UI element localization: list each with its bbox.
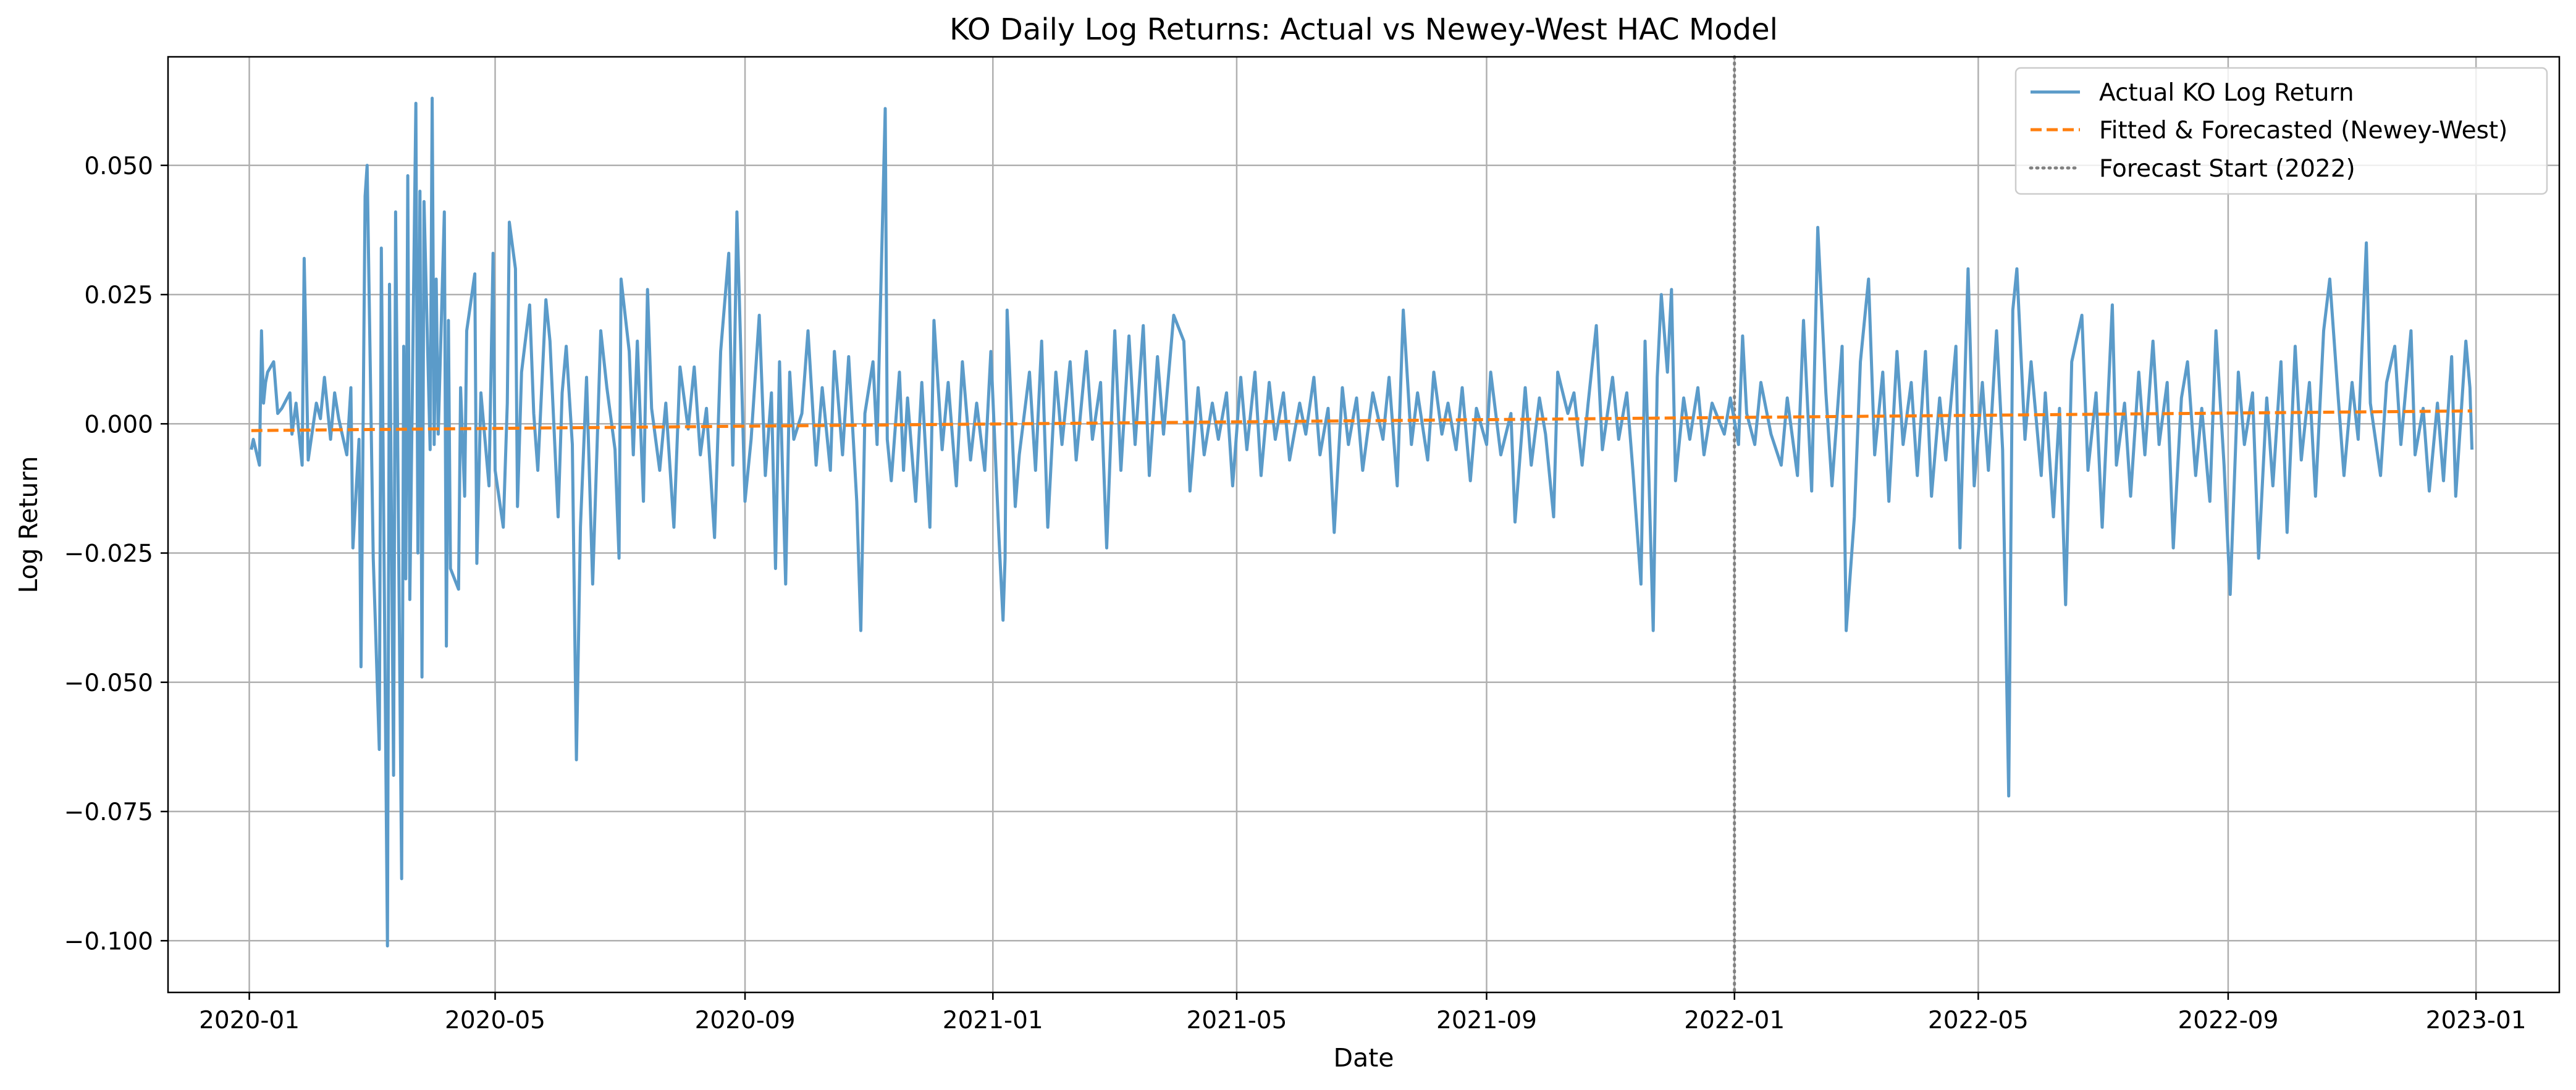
legend-label: Actual KO Log Return [2099,79,2354,107]
x-tick-label: 2020-09 [695,1007,796,1034]
x-tick-label: 2022-01 [1684,1007,1785,1034]
x-tick-label: 2020-01 [199,1007,300,1034]
x-tick-label: 2020-05 [445,1007,545,1034]
axis-ticks: 2020-01 2020-05 2020-09 2021-01 2021-05 2021-… [64,153,2527,1034]
fitted-forecast-line [251,409,2472,432]
x-axis-title: Date [1334,1043,1394,1073]
y-tick-label: 0.025 [84,282,153,309]
y-tick-label: −0.025 [64,540,153,568]
x-tick-label: 2023-01 [2426,1007,2527,1034]
legend-label: Fitted & Forecasted (Newey-West) [2099,117,2507,145]
plot-area-frame [167,56,2561,994]
y-tick-label: 0.050 [84,153,153,180]
legend-box [2014,67,2548,195]
x-tick-label: 2022-09 [2178,1007,2278,1034]
y-tick-label: −0.100 [64,928,153,955]
legend: Actual KO Log Return Fitted & Forecasted … [2014,67,2548,195]
legend-label: Forecast Start (2022) [2099,155,2355,183]
y-axis-title: Log Return [14,456,43,593]
y-tick-label: −0.050 [64,669,153,697]
x-tick-label: 2021-09 [1436,1007,1537,1034]
series-lines [250,96,2474,948]
y-tick-label: 0.000 [84,411,153,438]
chart-title: KO Daily Log Returns: Actual vs Newey-We… [949,12,1778,47]
x-tick-label: 2022-05 [1928,1007,2029,1034]
x-tick-label: 2021-05 [1186,1007,1287,1034]
y-tick-label: −0.075 [64,799,153,826]
x-tick-label: 2021-01 [943,1007,1043,1034]
